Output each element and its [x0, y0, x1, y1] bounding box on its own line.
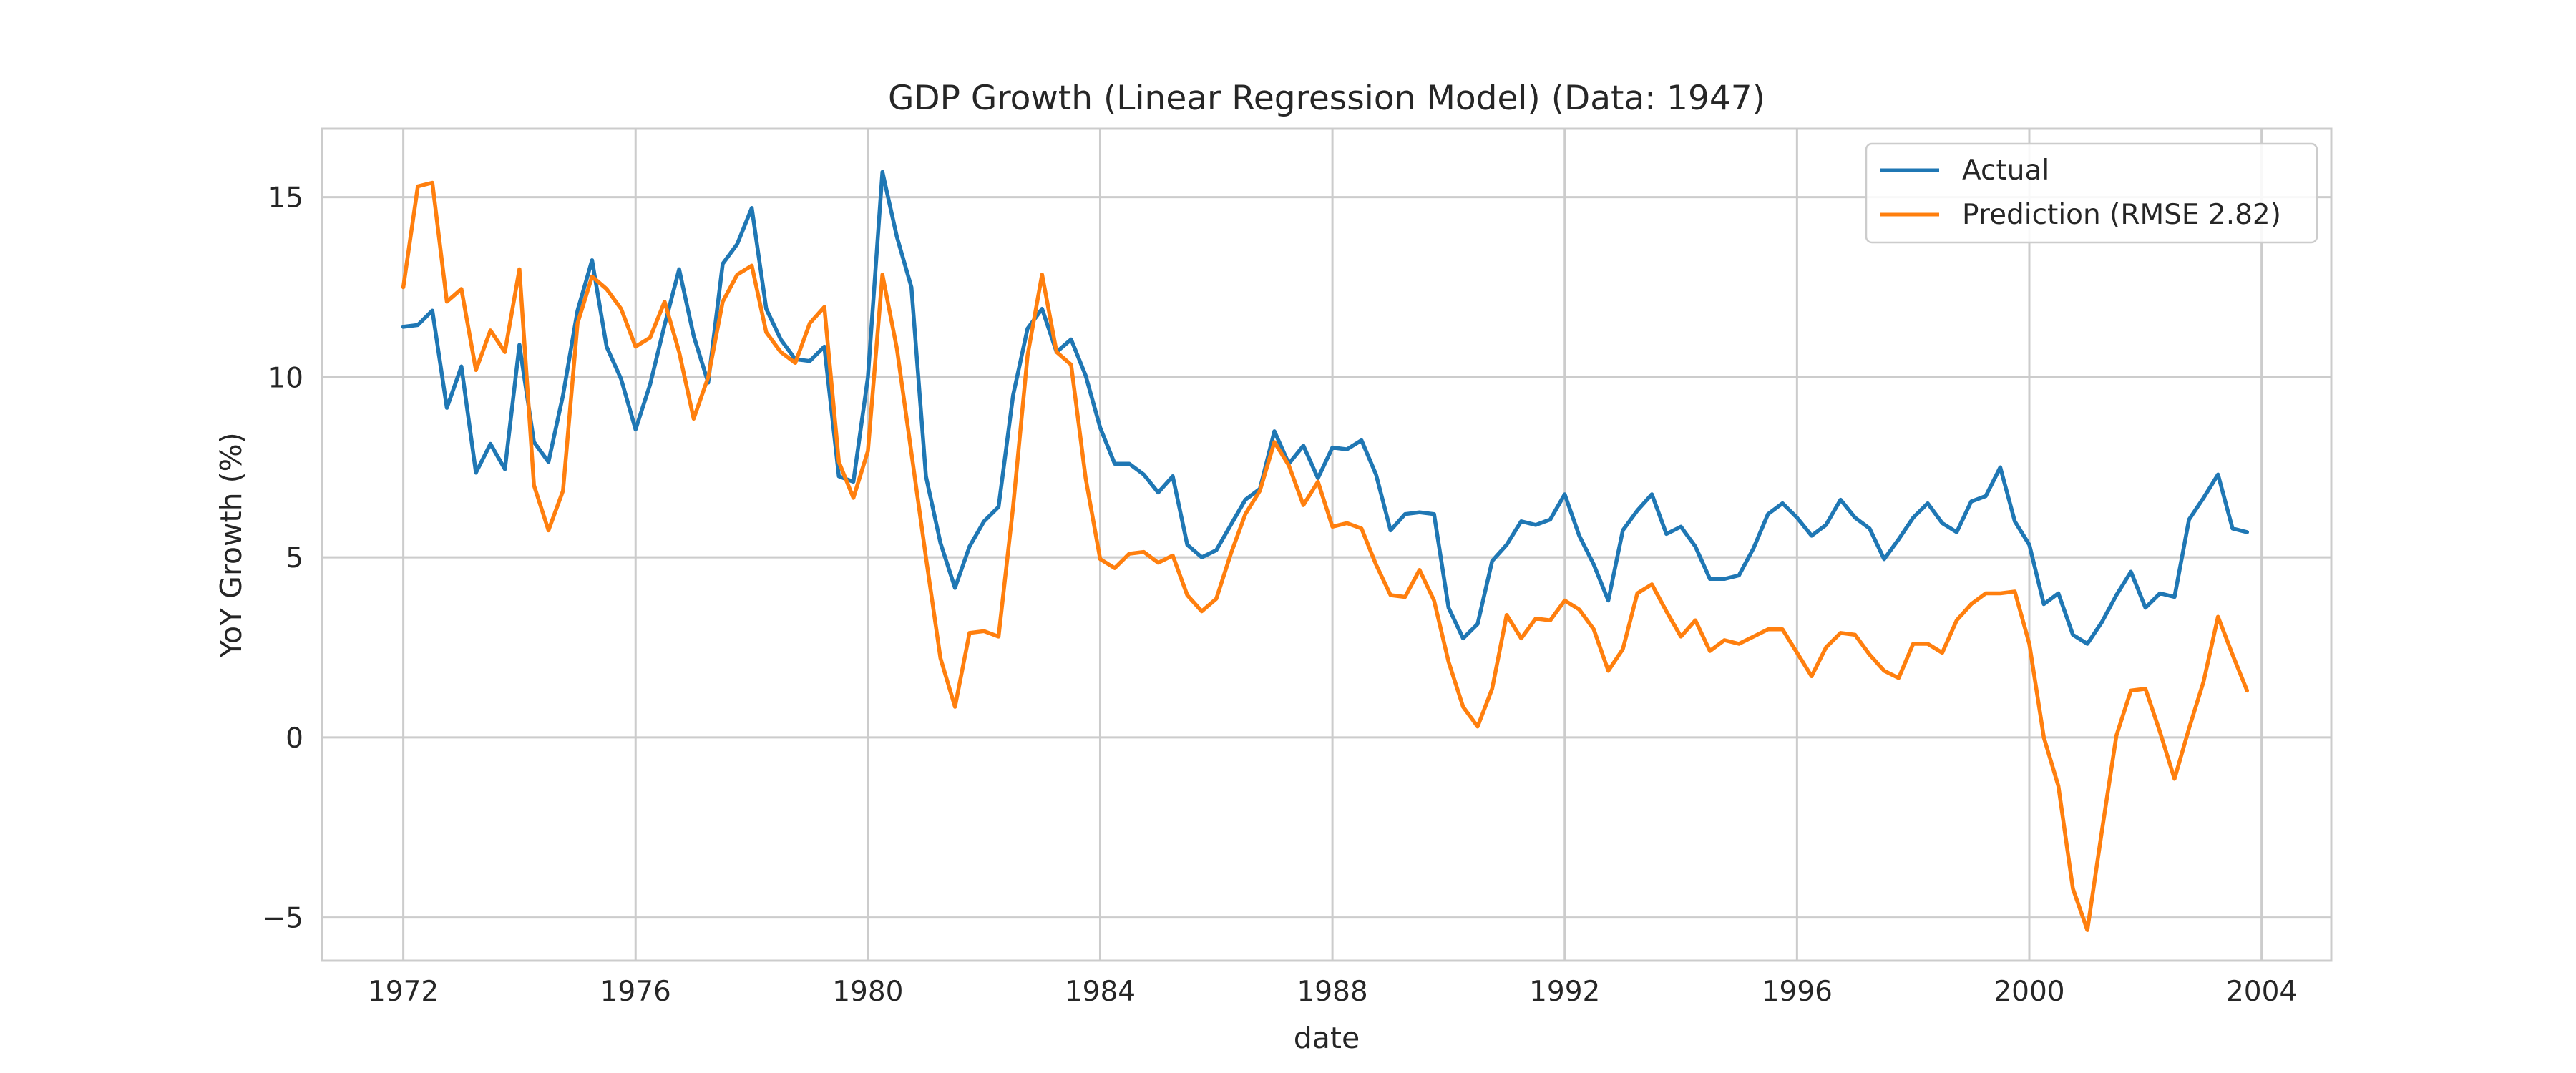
y-tick-label: 0: [286, 722, 303, 755]
x-tick-label: 1988: [1297, 976, 1367, 1008]
plot-frame: [321, 127, 2333, 962]
tick-labels: 1972 1976 1980 1984 1988 1992 1996 2000 2004 −5 0 5…: [263, 182, 2298, 1008]
legend: Actual Prediction (RMSE 2.82): [1865, 142, 2318, 244]
legend-box: [1865, 142, 2318, 244]
y-tick-label: −5: [263, 903, 304, 935]
y-tick-label: 5: [286, 542, 303, 574]
x-tick-label: 1996: [1762, 976, 1833, 1008]
x-tick-label: 1980: [832, 976, 903, 1008]
series-line-prediction: [401, 180, 2250, 932]
series-layer: [401, 170, 2250, 932]
x-tick-label: 1984: [1065, 976, 1136, 1008]
x-axis-label: date: [1294, 1021, 1360, 1055]
x-tick-label: 1972: [368, 976, 439, 1008]
legend-label-actual: Actual: [1962, 155, 2049, 187]
y-axis-label: YoY Growth (%): [214, 432, 248, 658]
y-tick-label: 15: [268, 182, 303, 215]
x-tick-label: 1992: [1529, 976, 1600, 1008]
plot-area: [322, 129, 2331, 961]
x-tick-label: 2004: [2226, 976, 2297, 1008]
y-tick-label: 10: [268, 362, 303, 394]
x-tick-label: 2000: [1994, 976, 2064, 1008]
x-tick-label: 1976: [600, 976, 671, 1008]
legend-label-prediction: Prediction (RMSE 2.82): [1962, 199, 2281, 231]
chart-title: GDP Growth (Linear Regression Model) (Da…: [888, 79, 1765, 118]
